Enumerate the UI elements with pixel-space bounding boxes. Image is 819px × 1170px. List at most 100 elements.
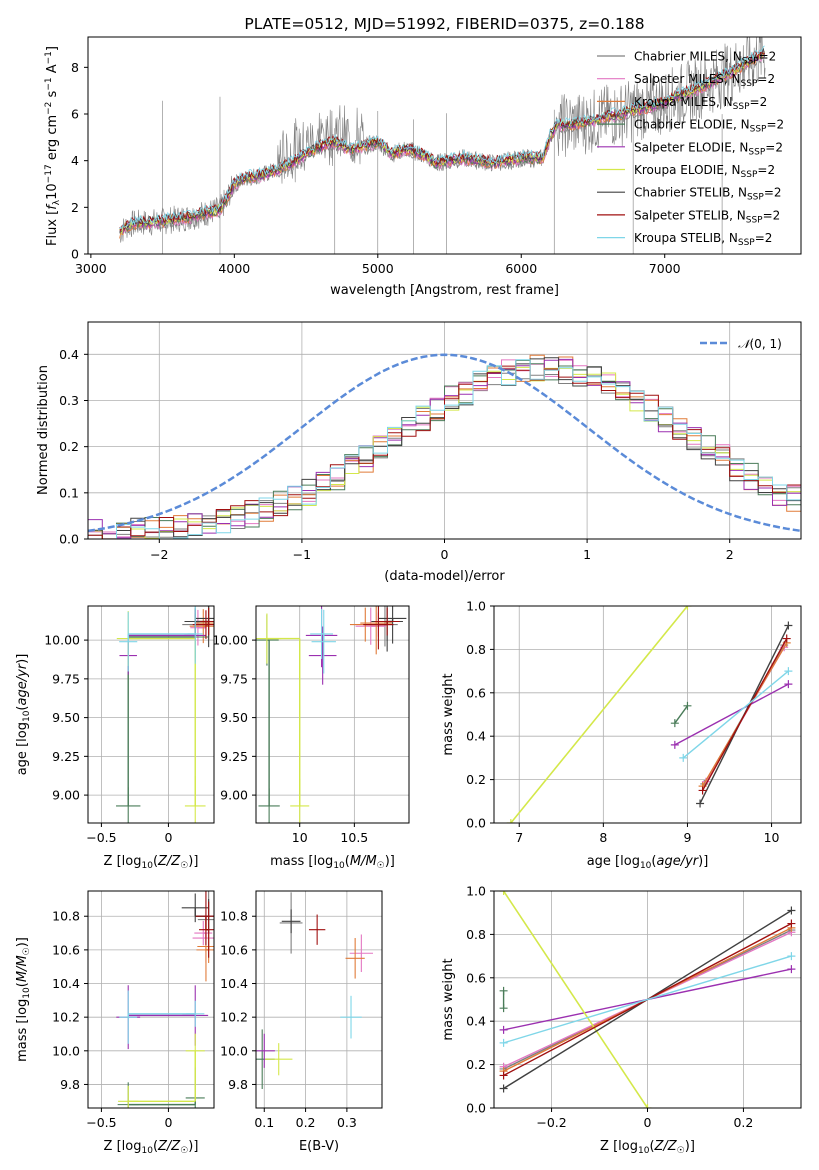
y-tick-label: 10.0 (52, 1043, 80, 1058)
x-tick-label: 2 (726, 547, 734, 562)
weight-point-chabrier-elodie (683, 701, 692, 710)
y-tick-label: 2 (71, 200, 79, 215)
weight-point-salpeter-elodie (787, 965, 796, 974)
panel-age-vs-Z: −0.5 0 9.00 9.25 9.50 9.75 10.00 Z [log10(Z/Z☉)… (15, 605, 215, 871)
residuals-panel: −2 −1 0 1 2 0.0 0.1 0.2 0.3 0.4 (data-model)/erro… (36, 321, 802, 584)
spectrum-ticks: 3000 4000 5000 6000 7000 0 2 4 6 8 (71, 60, 681, 276)
weight-point-kroupa-elodie (683, 606, 692, 610)
panel-frame (255, 890, 383, 1109)
spectrum-frame (87, 36, 802, 255)
y-tick-label: 9.50 (220, 710, 248, 725)
x-tick-label: 0.1 (254, 1115, 274, 1130)
x-tick-label: 4000 (218, 261, 250, 276)
weight-point-kroupa-stelib (784, 667, 793, 676)
y-tick-label: 9.00 (220, 788, 248, 803)
weight-point-chabrier-stelib (784, 621, 793, 630)
residuals-ticks: −2 −1 0 1 2 0.0 0.1 0.2 0.3 0.4 (59, 347, 734, 562)
y-tick-label: 10.8 (220, 909, 248, 924)
weight-line-kroupa-stelib (682, 670, 789, 759)
spectrum-panel: PLATE=0512, MJD=51992, FIBERID=0375, z=0… (44, 15, 802, 298)
y-tick-label: 9.25 (52, 749, 80, 764)
y-tick-label: 8 (71, 60, 79, 75)
weight-point-salpeter-elodie (499, 1025, 508, 1034)
weight-point-kroupa-elodie (643, 1104, 652, 1108)
spectrum-xlabel: wavelength [Angstrom, rest frame] (330, 283, 559, 298)
weight-point-salpeter-elodie (784, 680, 793, 689)
y-tick-label: 9.00 (52, 788, 80, 803)
legend-label-chabrier-miles: Chabrier MILES, NSSP=2 (634, 50, 776, 67)
legend-label-salpeter-miles: Salpeter MILES, NSSP=2 (634, 72, 775, 89)
x-tick-label: 9 (683, 830, 691, 845)
x-tick-label: −0.2 (536, 1115, 566, 1130)
x-tick-label: 5000 (362, 261, 394, 276)
weight-point-chabrier-stelib (696, 799, 705, 808)
y-tick-label: 0.2 (466, 772, 486, 787)
weight-point-kroupa-elodie (506, 819, 515, 823)
panel-frame (493, 605, 802, 824)
x-tick-label: 10 (764, 830, 780, 845)
x-tick-label: 6000 (505, 261, 537, 276)
y-tick-label: 4 (71, 153, 79, 168)
model-spectrum-kroupa-stelib (119, 45, 765, 230)
axis-label: mass weight (441, 673, 456, 755)
y-tick-label: 0.8 (466, 642, 486, 657)
y-tick-label: 1.0 (466, 884, 486, 899)
x-tick-label: 0.3 (337, 1115, 357, 1130)
y-tick-label: 10.2 (52, 1010, 80, 1025)
weight-point-salpeter-stelib (499, 1071, 508, 1080)
weight-point-chabrier-elodie (499, 986, 508, 995)
panel-mass-vs-Z: −0.5 0 9.8 10.0 10.2 10.4 10.6 10.8 Z [log10(Z/Z… (15, 890, 215, 1156)
panel-frame (87, 605, 215, 824)
weight-line-salpeter-elodie (674, 683, 789, 746)
x-tick-label: 10 (292, 830, 308, 845)
weight-line-salpeter-stelib (701, 638, 788, 791)
weight-point-kroupa-stelib (787, 952, 796, 961)
legend-label-normal: 𝒩(0, 1) (738, 337, 782, 351)
x-tick-label: −1 (293, 547, 311, 562)
y-tick-label: 1.0 (466, 599, 486, 614)
y-tick-label: 0.8 (466, 927, 486, 942)
x-tick-label: −2 (150, 547, 168, 562)
y-tick-label: 9.25 (220, 749, 248, 764)
weight-point-kroupa-elodie (499, 891, 508, 895)
weight-line-kroupa-stelib (503, 955, 792, 1044)
y-tick-label: 10.0 (220, 1043, 248, 1058)
axis-label: mass [log10(M/M☉)] (15, 937, 32, 1062)
x-tick-label: 0 (164, 1115, 172, 1130)
y-tick-label: 0.4 (466, 1014, 486, 1029)
legend-label-kroupa-elodie: Kroupa ELODIE, NSSP=2 (634, 163, 775, 180)
y-tick-label: 10.00 (44, 633, 80, 648)
residuals-legend: 𝒩(0, 1) (700, 337, 782, 351)
spectrum-ylabel: Flux [fλ10−17 erg cm−2 s−1 A−1] (44, 46, 62, 246)
axis-label: age [log10(age/yr)] (15, 654, 32, 776)
spectrum-plot-area (119, 37, 766, 254)
panel-weight-vs-age: 7 8 9 10 0.0 0.2 0.4 0.6 0.8 1.0 age [log10(age/yr… (441, 599, 802, 871)
normal-curve (88, 353, 801, 533)
histogram-kroupa-stelib (88, 359, 801, 539)
y-tick-label: 0.0 (59, 532, 79, 547)
axis-label: mass [log10(M/M☉)] (270, 854, 395, 871)
y-tick-label: 0.6 (466, 970, 486, 985)
legend-label-salpeter-elodie: Salpeter ELODIE, NSSP=2 (634, 140, 783, 157)
weight-point-chabrier-stelib (499, 1084, 508, 1093)
y-tick-label: 0.3 (59, 393, 79, 408)
axis-label: Z [log10(Z/Z☉)] (104, 854, 199, 871)
x-tick-label: 10.5 (340, 830, 368, 845)
weight-point-salpeter-elodie (670, 740, 679, 749)
weight-point-salpeter-stelib (787, 919, 796, 928)
y-tick-label: 0.6 (466, 685, 486, 700)
x-tick-label: 0.2 (733, 1115, 753, 1130)
y-tick-label: 10.4 (52, 976, 80, 991)
residuals-ylabel: Normed distribution (36, 365, 51, 495)
axis-label: E(B-V) (299, 1139, 339, 1154)
panel-frame (87, 890, 215, 1109)
panel-age-vs-mass: 10 10.5 9.00 9.25 9.50 9.75 10.00 mass [log10(M… (212, 605, 410, 871)
legend-label-salpeter-stelib: Salpeter STELIB, NSSP=2 (634, 208, 780, 225)
y-tick-label: 0.2 (59, 439, 79, 454)
y-tick-label: 9.50 (52, 710, 80, 725)
weight-line-kroupa-elodie (510, 606, 689, 823)
weight-point-kroupa-stelib (679, 753, 688, 762)
x-tick-label: −0.5 (86, 1115, 116, 1130)
